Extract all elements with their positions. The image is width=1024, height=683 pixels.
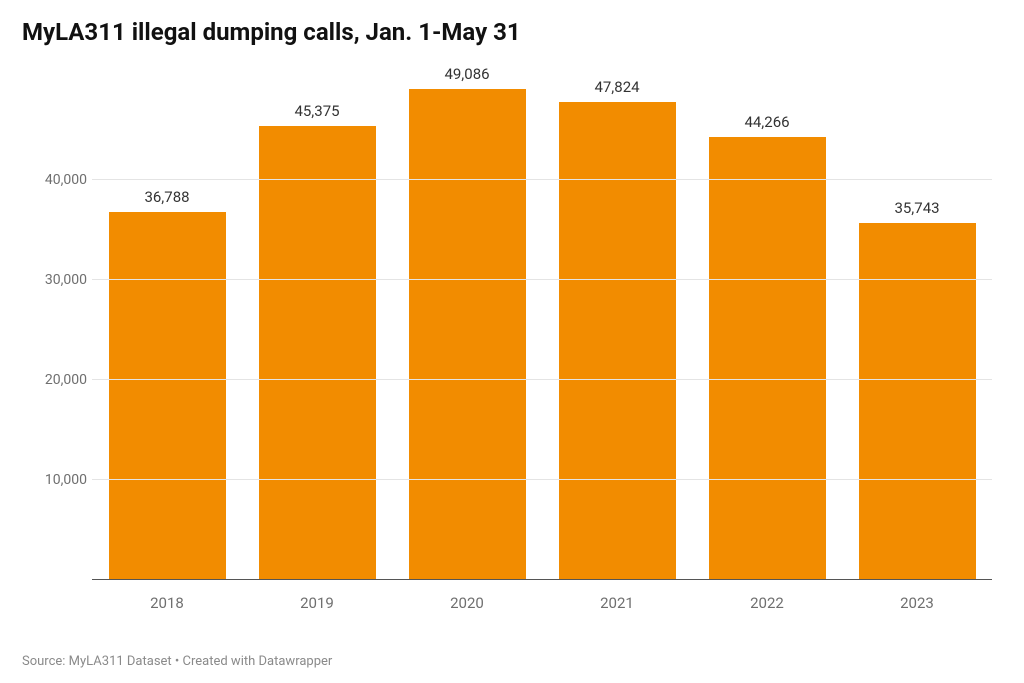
bar: 35,743 [859,223,976,580]
bar: 47,824 [559,102,676,580]
bar-value-label: 36,788 [144,188,189,206]
chart-area: 36,788 45,375 49,086 47,824 44,266 35,743 10,… [22,60,1002,620]
bar-slot: 44,266 [692,80,842,580]
gridline [92,379,992,380]
x-axis-labels: 201820192020202120222023 [92,584,992,620]
chart-container: MyLA311 illegal dumping calls, Jan. 1-Ma… [0,0,1024,683]
x-axis-baseline [92,579,992,580]
chart-title: MyLA311 illegal dumping calls, Jan. 1-Ma… [22,18,1002,46]
gridline [92,279,992,280]
bar-value-label: 35,743 [894,199,939,217]
gridline [92,179,992,180]
bar-slot: 47,824 [542,80,692,580]
y-tick-label: 30,000 [32,272,87,288]
x-tick-label: 2020 [392,584,542,620]
bars-group: 36,788 45,375 49,086 47,824 44,266 35,743 [92,80,992,580]
bar-slot: 49,086 [392,80,542,580]
bar-value-label: 44,266 [744,113,789,131]
bar-value-label: 45,375 [294,102,339,120]
x-tick-label: 2022 [692,584,842,620]
bar-slot: 45,375 [242,80,392,580]
bar: 49,086 [409,89,526,580]
bar-value-label: 49,086 [444,65,489,83]
y-tick-label: 20,000 [32,372,87,388]
y-tick-label: 40,000 [32,172,87,188]
x-tick-label: 2021 [542,584,692,620]
bar-value-label: 47,824 [594,78,639,96]
bar-slot: 36,788 [92,80,242,580]
bar: 44,266 [709,137,826,580]
x-tick-label: 2018 [92,584,242,620]
bar-slot: 35,743 [842,80,992,580]
y-tick-label: 10,000 [32,472,87,488]
gridline [92,479,992,480]
bar: 36,788 [109,212,226,580]
chart-footer: Source: MyLA311 Dataset • Created with D… [22,654,332,669]
plot-area: 36,78845,37549,08647,82444,26635,743 10,… [92,80,992,580]
x-tick-label: 2019 [242,584,392,620]
x-tick-label: 2023 [842,584,992,620]
bar: 45,375 [259,126,376,580]
